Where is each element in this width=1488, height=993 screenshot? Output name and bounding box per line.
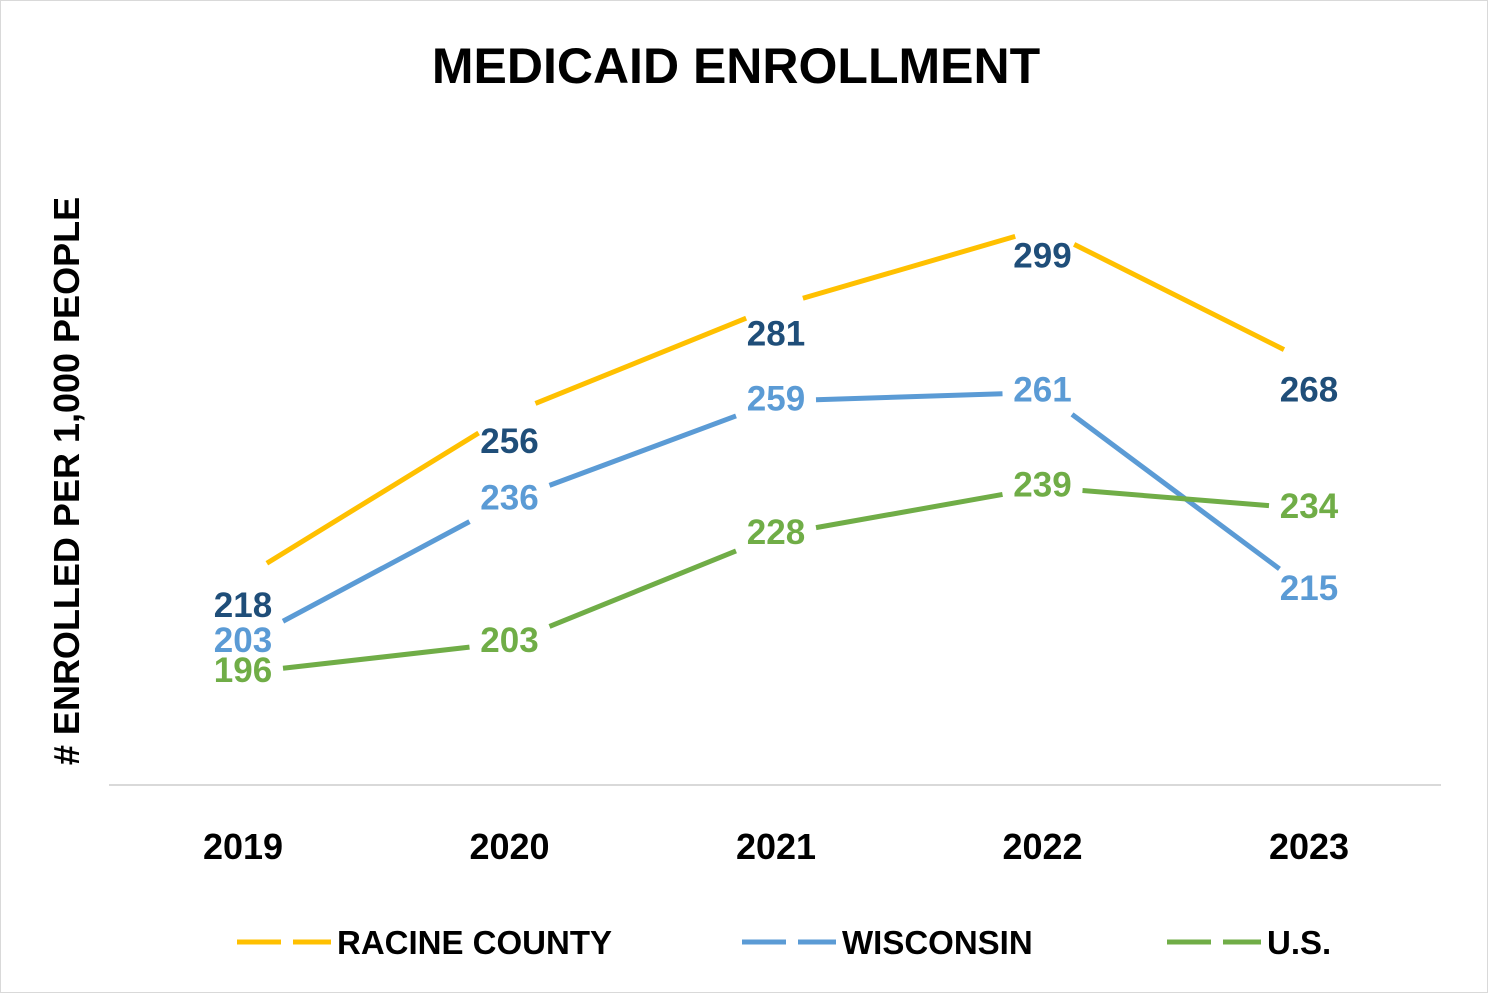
x-tick-2020: 2020 (469, 826, 549, 867)
data-label-wisconsin-2023: 215 (1280, 569, 1338, 608)
series-line-racine-county-segment-2 (534, 315, 748, 406)
data-label-racine-county-2022: 299 (1013, 237, 1071, 276)
series-line-u-s-segment-1 (282, 644, 470, 671)
series-line-racine-county-segment-4 (1073, 242, 1286, 352)
data-label-racine-county-2023: 268 (1280, 370, 1338, 409)
data-label-u-s-2021: 228 (747, 513, 805, 552)
series-line-u-s-segment-2 (548, 548, 737, 629)
data-label-wisconsin-2020: 236 (480, 479, 538, 518)
chart-title: MEDICAID ENROLLMENT (432, 38, 1040, 94)
series-lines (265, 234, 1286, 671)
data-label-u-s-2020: 203 (480, 621, 538, 660)
series-line-racine-county-segment-3 (802, 234, 1016, 301)
series-line-wisconsin-segment-4 (1070, 412, 1281, 571)
x-tick-labels: 2019 2020 2021 2022 2023 (203, 826, 1349, 867)
data-label-wisconsin-2019: 203 (214, 621, 272, 660)
series-line-racine-county-segment-1 (265, 430, 480, 566)
data-label-racine-county-2020: 256 (480, 422, 538, 461)
legend-label-u-s: U.S. (1267, 924, 1331, 961)
series-line-u-s-segment-3 (815, 491, 1003, 531)
legend: RACINE COUNTY WISCONSIN U.S. (237, 924, 1331, 961)
data-label-wisconsin-2021: 259 (747, 379, 805, 418)
data-label-u-s-2019: 196 (214, 651, 272, 690)
data-label-u-s-2022: 239 (1013, 466, 1071, 505)
data-label-wisconsin-2022: 261 (1013, 371, 1071, 410)
series-line-u-s-segment-4 (1082, 488, 1270, 509)
legend-label-wisconsin: WISCONSIN (842, 924, 1033, 961)
series-line-wisconsin-segment-3 (815, 391, 1003, 403)
x-tick-2021: 2021 (736, 826, 816, 867)
data-label-u-s-2023: 234 (1280, 487, 1339, 526)
y-axis-label: # ENROLLED PER 1,000 PEOPLE (46, 197, 87, 765)
legend-label-racine-county: RACINE COUNTY (337, 924, 612, 961)
series-line-wisconsin-segment-1 (281, 519, 471, 624)
x-tick-2019: 2019 (203, 826, 283, 867)
series-line-wisconsin-segment-2 (548, 413, 737, 488)
x-tick-2022: 2022 (1002, 826, 1082, 867)
x-tick-2023: 2023 (1269, 826, 1349, 867)
data-label-racine-county-2019: 218 (214, 586, 272, 625)
data-label-racine-county-2021: 281 (747, 314, 805, 353)
